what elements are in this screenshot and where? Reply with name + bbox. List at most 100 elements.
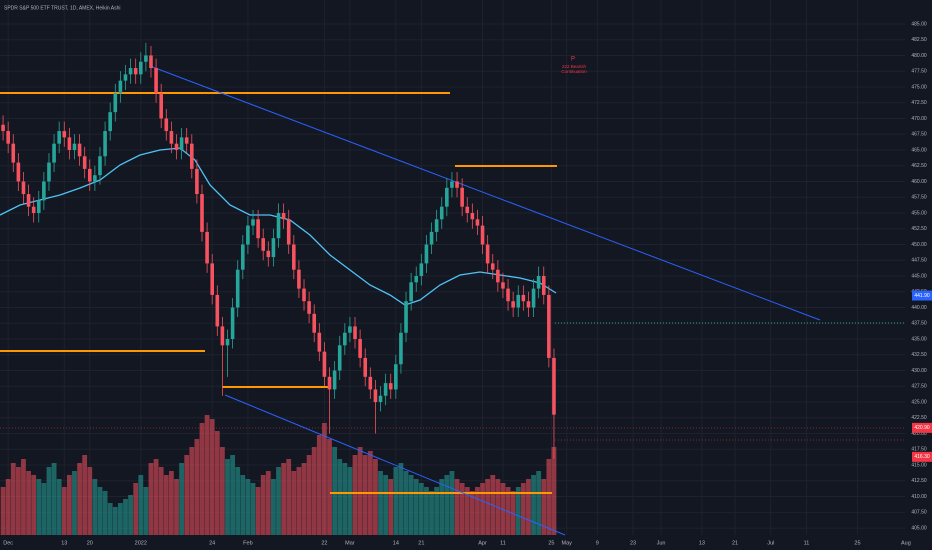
candle-body <box>475 219 480 226</box>
volume-bar <box>107 503 113 535</box>
volume-bar <box>485 479 491 535</box>
candle-body <box>67 137 72 150</box>
candle-body <box>445 187 449 207</box>
candle-body <box>11 143 16 163</box>
volume-bar <box>225 459 230 535</box>
y-tick-label: 475.00 <box>911 84 927 90</box>
volume-bar <box>347 467 353 535</box>
candle-body <box>189 143 194 169</box>
y-tick-label: 477.50 <box>911 69 927 75</box>
volume-bar <box>475 487 480 535</box>
volume-bar <box>245 479 251 535</box>
volume-bar <box>15 467 21 535</box>
volume-bar <box>46 467 52 535</box>
candle-body <box>292 244 296 270</box>
y-tick-label: 430.00 <box>911 368 927 374</box>
candle-body <box>450 181 454 188</box>
volume-bar <box>439 479 445 535</box>
volume-bar <box>520 483 526 535</box>
candle-body <box>235 269 240 308</box>
candle-body <box>547 294 551 358</box>
y-tick-label: 440.00 <box>911 305 927 311</box>
candle-body <box>128 68 133 75</box>
volume-bar <box>82 455 88 535</box>
volume-bar <box>444 475 450 535</box>
volume-bar <box>72 471 77 535</box>
candle-body <box>251 219 255 226</box>
candle-body <box>261 238 266 251</box>
volume-bar <box>311 447 317 535</box>
candle-body <box>383 383 388 396</box>
volume-bar <box>250 483 256 535</box>
x-tick-label: 21 <box>418 540 424 546</box>
y-tick-label: 470.00 <box>911 116 927 122</box>
y-tick-label: 437.50 <box>911 321 927 327</box>
volume-bar <box>352 455 358 535</box>
y-tick-label: 410.00 <box>911 494 927 500</box>
candle-body <box>490 263 495 270</box>
volume-bar <box>61 487 67 535</box>
volume-bar <box>112 507 118 535</box>
y-tick-label: 480.00 <box>911 53 927 59</box>
volume-bar <box>21 459 26 535</box>
candle-body <box>271 238 276 258</box>
candle-body <box>429 231 434 245</box>
volume-bar <box>281 463 287 535</box>
x-tick-label: 21 <box>732 540 738 546</box>
candle-body <box>154 68 158 94</box>
candle-body <box>62 131 67 138</box>
volume-bar <box>179 463 184 535</box>
candle-body <box>144 55 148 62</box>
y-tick-label: 407.50 <box>911 510 927 516</box>
volume-bar <box>342 463 348 535</box>
y-tick-label: 435.00 <box>911 336 927 342</box>
candles <box>1 42 556 459</box>
volume-bar <box>199 423 205 535</box>
candle-body <box>215 294 220 327</box>
candle-body <box>496 269 500 283</box>
candle-body <box>536 276 541 289</box>
candle-body <box>159 93 163 119</box>
annotation-text: 222 Bearish Continuation <box>561 64 587 74</box>
candle-body <box>138 61 143 75</box>
volume-bar <box>464 487 470 535</box>
candle-body <box>256 219 260 239</box>
volume-bar <box>378 471 383 535</box>
x-tick-label: Dec <box>3 540 13 546</box>
volume-bar <box>117 503 123 535</box>
volume-bar <box>322 423 327 535</box>
candle-body <box>77 143 82 157</box>
y-tick-label: 460.00 <box>911 179 927 185</box>
volume-bar <box>255 487 261 535</box>
candle-body <box>363 357 368 377</box>
candle-body <box>220 326 225 346</box>
candle-body <box>327 376 332 390</box>
candle-body <box>404 301 408 333</box>
candle-body <box>343 332 347 346</box>
x-tick-label: 23 <box>630 540 636 546</box>
volume-bar <box>449 471 455 535</box>
x-tick-label: 13 <box>61 540 67 546</box>
candle-body <box>526 301 531 308</box>
volume-bar <box>128 495 133 535</box>
candle-body <box>174 143 179 150</box>
candle-body <box>307 301 311 314</box>
candle-body <box>297 269 301 289</box>
y-tick-label: 415.00 <box>911 462 927 468</box>
volume-bar <box>408 475 414 535</box>
price-tag <box>912 290 932 301</box>
volume-bar <box>66 475 72 535</box>
x-tick-label: 20 <box>87 540 93 546</box>
x-tick-label: 9 <box>596 540 599 546</box>
candle-body <box>164 118 169 132</box>
volume-bar <box>403 471 409 535</box>
candle-body <box>414 276 419 283</box>
volume-bar <box>31 475 37 535</box>
price-tag-label: 441.90 <box>914 293 930 299</box>
volume-bar <box>276 467 281 535</box>
volume-bar <box>204 415 210 535</box>
volume-bar <box>429 491 434 535</box>
candle-body <box>434 219 439 232</box>
candle-body <box>511 301 515 308</box>
volume-bar <box>56 479 62 535</box>
